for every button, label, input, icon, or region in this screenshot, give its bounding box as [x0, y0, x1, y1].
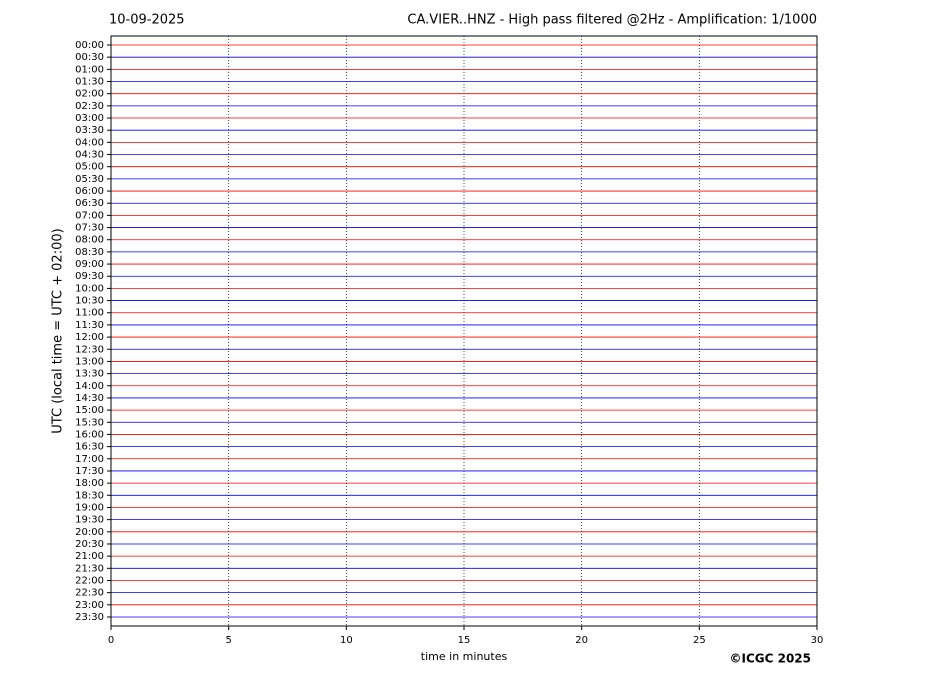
y-tick-label: 09:30 [75, 271, 104, 282]
credit: ©ICGC 2025 [729, 652, 811, 666]
y-tick-label: 10:00 [75, 283, 104, 294]
y-tick-label: 14:30 [75, 393, 104, 404]
y-tick-label: 22:00 [75, 575, 104, 586]
x-tick-label: 0 [108, 635, 114, 646]
y-tick-label: 15:00 [75, 405, 104, 416]
y-tick-label: 11:30 [75, 320, 104, 331]
chart-date: 10-09-2025 [109, 13, 185, 28]
y-tick-label: 06:00 [75, 186, 104, 197]
y-tick-label: 03:00 [75, 113, 104, 124]
y-tick-label: 16:30 [75, 442, 104, 453]
y-tick-label: 20:30 [75, 539, 104, 550]
x-tick-label: 30 [811, 635, 824, 646]
y-tick-label: 01:00 [75, 64, 104, 75]
y-tick-label: 12:30 [75, 344, 104, 355]
y-tick-label: 19:00 [75, 502, 104, 513]
y-tick-label: 21:30 [75, 563, 104, 574]
x-tick-label: 25 [693, 635, 706, 646]
y-tick-label: 00:30 [75, 52, 104, 63]
y-tick-label: 23:30 [75, 612, 104, 623]
y-tick-label: 21:00 [75, 551, 104, 562]
plot-frame [110, 35, 818, 627]
y-tick-label: 07:00 [75, 210, 104, 221]
y-tick-label: 07:30 [75, 223, 104, 234]
x-tick-label: 10 [340, 635, 353, 646]
x-tick-label: 15 [458, 635, 471, 646]
y-axis-label: UTC (local time = UTC + 02:00) [51, 228, 66, 433]
y-tick-label: 11:00 [75, 308, 104, 319]
y-tick-label: 08:30 [75, 247, 104, 258]
y-tick-label: 04:00 [75, 137, 104, 148]
x-tick-label: 20 [575, 635, 588, 646]
y-tick-label: 22:30 [75, 588, 104, 599]
y-tick-label: 17:30 [75, 466, 104, 477]
y-tick-label: 08:00 [75, 235, 104, 246]
y-tick-label: 14:00 [75, 381, 104, 392]
y-tick-label: 09:00 [75, 259, 104, 270]
y-tick-label: 18:00 [75, 478, 104, 489]
y-tick-label: 17:00 [75, 454, 104, 465]
x-axis-label: time in minutes [421, 650, 508, 663]
y-tick-label: 13:00 [75, 356, 104, 367]
x-tick-label: 5 [225, 635, 231, 646]
y-tick-label: 16:00 [75, 429, 104, 440]
y-tick-label: 03:30 [75, 125, 104, 136]
chart-title: CA.VIER..HNZ - High pass filtered @2Hz -… [407, 13, 817, 28]
y-tick-label: 18:30 [75, 490, 104, 501]
y-tick-label: 10:30 [75, 296, 104, 307]
y-tick-label: 23:00 [75, 600, 104, 611]
y-tick-label: 05:00 [75, 162, 104, 173]
y-tick-label: 02:30 [75, 101, 104, 112]
y-tick-label: 04:30 [75, 150, 104, 161]
y-tick-label: 01:30 [75, 77, 104, 88]
y-tick-label: 12:00 [75, 332, 104, 343]
y-tick-label: 20:00 [75, 527, 104, 538]
y-tick-label: 05:30 [75, 174, 104, 185]
y-tick-label: 06:30 [75, 198, 104, 209]
y-tick-label: 13:30 [75, 369, 104, 380]
y-tick-label: 19:30 [75, 515, 104, 526]
y-tick-label: 15:30 [75, 417, 104, 428]
y-tick-label: 02:00 [75, 89, 104, 100]
y-tick-label: 00:00 [75, 40, 104, 51]
